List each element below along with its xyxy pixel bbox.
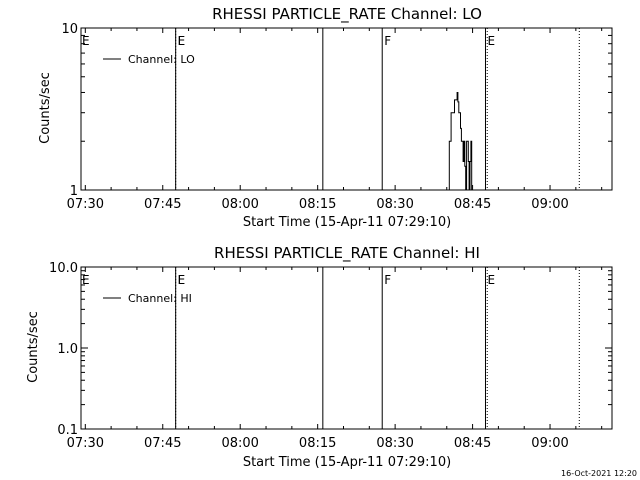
event-marker-label: F: [178, 273, 185, 287]
y-axis-ticks: 0.1 1.0 10.0: [49, 261, 612, 438]
x-tick-label: 08:15: [299, 197, 336, 212]
event-marker-label: E: [82, 273, 90, 287]
x-axis-ticks: 07:30 07:45 08:00 08:15 08:30 08:45 09:00: [67, 267, 603, 451]
y-tick-label: 10: [61, 22, 78, 37]
series-layer: [448, 92, 473, 191]
panel-hi: RHESSI PARTICLE_RATE Channel: HI Counts/…: [26, 244, 613, 470]
x-tick-label: 08:15: [299, 436, 336, 451]
y-tick-label: 1.0: [57, 342, 78, 357]
event-marker-label: E: [487, 273, 495, 287]
event-marker-label: E: [487, 34, 495, 48]
footer-timestamp: 16-Oct-2021 12:20: [561, 469, 637, 478]
event-marker-label: F: [178, 34, 185, 48]
x-tick-label: 08:45: [454, 197, 491, 212]
event-marker-label: F: [384, 34, 391, 48]
event-marker-label: E: [178, 34, 186, 48]
y-tick-label: 0.1: [57, 423, 78, 438]
x-tick-label: 09:00: [531, 197, 568, 212]
x-axis-ticks: 07:30 07:45 08:00 08:15 08:30 08:45 09:00: [67, 28, 603, 212]
chart-title: RHESSI PARTICLE_RATE Channel: LO: [212, 5, 482, 24]
event-markers: EF F EE: [82, 28, 580, 190]
x-tick-label: 08:45: [454, 436, 491, 451]
legend-entry: Channel: LO: [128, 53, 195, 66]
y-axis-label: Counts/sec: [26, 311, 41, 383]
y-tick-label: 10.0: [49, 261, 78, 276]
x-tick-label: 07:45: [144, 436, 181, 451]
x-tick-label: 08:30: [376, 197, 413, 212]
event-markers: EF F EE: [82, 267, 580, 429]
y-tick-label: 1: [70, 184, 78, 199]
x-tick-label: 08:00: [221, 436, 258, 451]
x-tick-label: 07:30: [67, 436, 104, 451]
x-tick-label: 08:00: [221, 197, 258, 212]
x-axis-label: Start Time (15-Apr-11 07:29:10): [243, 455, 451, 470]
x-tick-label: 07:30: [67, 197, 104, 212]
legend-entry: Channel: HI: [128, 292, 192, 305]
event-marker-label: E: [178, 273, 186, 287]
x-axis-label: Start Time (15-Apr-11 07:29:10): [243, 215, 451, 230]
chart-title: RHESSI PARTICLE_RATE Channel: HI: [214, 244, 480, 263]
event-marker-label: E: [82, 34, 90, 48]
y-axis-ticks: 1 10: [61, 22, 612, 199]
x-tick-label: 07:45: [144, 197, 181, 212]
x-tick-label: 08:30: [376, 436, 413, 451]
plot-frame: [80, 27, 613, 191]
event-marker-label: F: [384, 273, 391, 287]
panel-lo: RHESSI PARTICLE_RATE Channel: LO Counts/…: [38, 5, 613, 230]
x-tick-label: 09:00: [531, 436, 568, 451]
y-axis-label: Counts/sec: [38, 72, 53, 144]
series-line: [448, 92, 473, 191]
